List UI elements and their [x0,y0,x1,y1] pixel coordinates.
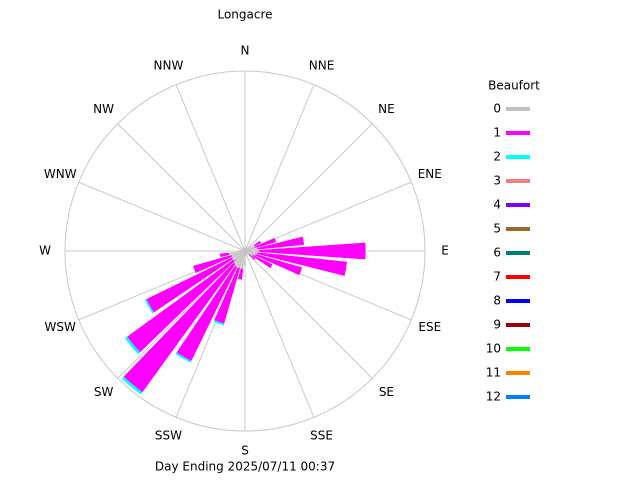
wedges [121,236,366,395]
spoke [244,250,373,379]
spoke [175,84,246,252]
chart-title: Longacre [217,8,272,22]
legend-label: 8 [493,294,501,308]
wedge [238,268,244,280]
wedge [237,250,245,252]
wedge [245,246,249,251]
legend-label: 3 [493,174,501,188]
spoke [244,250,315,418]
wedge [248,254,256,260]
wedge [245,251,254,257]
wedge [259,242,366,260]
wedge [240,251,245,269]
wedge [176,265,238,362]
direction-label: WSW [45,320,76,334]
chart-footer: Day Ending 2025/07/11 00:37 [155,460,335,474]
wedge [245,251,258,255]
direction-label: NE [378,102,395,116]
direction-label: SSE [310,428,333,442]
wedge [254,253,303,276]
wedge [245,251,256,256]
wedge [257,236,305,250]
wedge [241,249,245,251]
wedge [124,336,141,355]
wedge [241,248,245,251]
spoke [78,181,246,252]
wedge [231,251,245,257]
legend-label: 0 [493,102,501,116]
wedge [242,248,245,251]
wedge [193,254,232,273]
direction-label: E [441,244,449,258]
wedge [243,251,247,266]
wedge [175,352,192,363]
wedge [233,251,245,265]
wedge [245,251,248,254]
wedge [243,247,245,251]
legend-label: 1 [493,126,501,140]
legend-label: 12 [486,390,501,404]
direction-label: SE [379,385,394,399]
wedge [232,251,245,260]
direction-label: S [241,444,249,458]
wedge [121,376,143,395]
wedge [239,249,245,251]
direction-label: ESE [418,320,441,334]
wedge [245,251,248,257]
wedge [146,257,234,313]
wedge [123,262,236,393]
spoke [244,123,373,252]
wedge [254,237,277,249]
direction-label: NNE [309,59,335,73]
wedge [252,254,273,269]
wedge [245,249,260,253]
legend-label: 4 [493,198,501,212]
legend-label: 7 [493,270,501,284]
wedge [244,245,246,251]
direction-label: W [39,244,51,258]
wedge [257,252,348,276]
wedge [242,247,245,251]
direction-label: NNW [154,59,184,73]
direction-label: SW [94,385,114,399]
wedge [245,245,251,251]
wedge [245,251,247,257]
legend-label: 5 [493,222,501,236]
direction-label: ENE [418,167,442,181]
legend-label: 2 [493,150,501,164]
legend-title: Beaufort [488,79,540,93]
wedge [144,299,154,314]
wedge [214,267,241,324]
wedge [245,247,258,251]
wedge [219,252,230,258]
direction-label: SSW [155,428,182,442]
wedge [245,246,256,251]
wedge [245,251,250,255]
legend-label: 11 [486,366,501,380]
spoke [117,250,246,379]
wedge [213,320,225,326]
wedge [244,247,245,251]
spoke [244,84,315,252]
wedge [253,240,262,247]
wedge [234,251,245,268]
wedge [245,244,255,251]
direction-label: N [241,44,250,58]
wedge [127,259,235,353]
legend-label: 9 [493,318,501,332]
direction-label: WNW [44,167,77,181]
wedge [233,251,245,262]
wedge [228,251,245,255]
legend-label: 10 [486,342,501,356]
legend-label: 6 [493,246,501,260]
spoke [117,123,246,252]
wedge [237,251,245,269]
direction-label: NW [93,102,114,116]
